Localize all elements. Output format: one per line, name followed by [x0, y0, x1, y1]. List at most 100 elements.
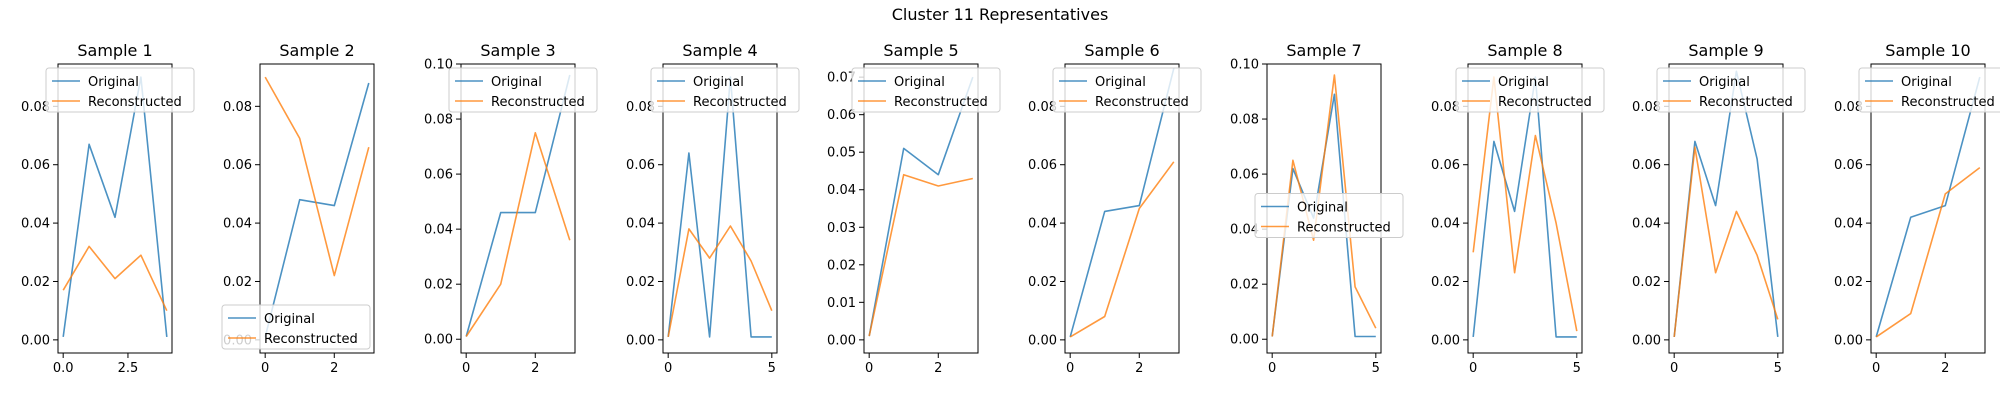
y-tick-label: 0.02 — [223, 275, 252, 290]
y-tick-label: 0.08 — [21, 100, 50, 115]
axes-frame — [1064, 63, 1180, 354]
y-tick-label: 0.08 — [626, 100, 655, 115]
subplot-2: Sample 20.000.020.040.060.0802OriginalRe… — [221, 41, 375, 376]
series-line-reconstructed — [264, 76, 370, 277]
subplot-title: Sample 7 — [1286, 41, 1361, 60]
subplot-10: Sample 10 0.00 0.02 0.04 0.06 0.08 0 2 Original R… — [1834, 41, 2000, 376]
legend-label-reconstructed: Reconstructed — [1297, 221, 1391, 236]
y-tick-label: 0.06 — [424, 168, 453, 183]
x-tick-label: 0 — [1268, 361, 1276, 376]
y-tick-label: 0.00 — [1028, 333, 1057, 348]
subplot-title: Sample 1 — [77, 41, 152, 60]
series-line-original — [1875, 76, 1981, 338]
y-tick-label: 0.00 — [827, 333, 856, 348]
y-tick-label: 0.06 — [626, 158, 655, 173]
legend-label-reconstructed: Reconstructed — [693, 95, 787, 110]
legend-label-original: Original — [693, 75, 744, 90]
legend-label-original: Original — [264, 312, 315, 327]
legend-label-original: Original — [491, 75, 542, 90]
series-line-reconstructed — [1271, 74, 1377, 337]
y-tick-label: 0.05 — [827, 146, 856, 161]
y-tick-label: 0.01 — [827, 296, 856, 311]
x-tick-label: 0 — [1469, 361, 1477, 376]
subplot-9: Sample 9 0.00 0.02 0.04 0.06 0.08 0 5 Original Re… — [1632, 41, 1806, 376]
series-line-original — [868, 76, 974, 337]
y-tick-label: 0.02 — [1431, 275, 1460, 290]
y-tick-label: 0.08 — [1028, 100, 1057, 115]
series-line-original — [1069, 68, 1175, 338]
axes-frame — [1467, 63, 1583, 354]
y-tick-label: 0.00 — [626, 333, 655, 348]
figure-title: Cluster 11 Representatives — [892, 5, 1109, 24]
subplot-title: Sample 6 — [1084, 41, 1159, 60]
series-line-original — [62, 76, 168, 338]
legend-label-reconstructed: Reconstructed — [894, 95, 988, 110]
x-tick-label: 0 — [462, 361, 470, 376]
legend: Original Reconstructed — [1052, 67, 1202, 113]
y-tick-label: 0.02 — [1632, 275, 1661, 290]
legend: Original Reconstructed — [448, 67, 598, 113]
subplot-7: Sample 7 0.00 0.02 0.04 0.06 0.08 0.10 0 5 Origin… — [1230, 41, 1404, 376]
y-tick-label: 0.08 — [1431, 100, 1460, 115]
legend: Original Reconstructed — [221, 304, 371, 350]
x-tick-label: 0 — [1066, 361, 1074, 376]
x-tick-label: 0 — [1670, 361, 1678, 376]
series-line-reconstructed — [62, 245, 168, 312]
y-tick-label: 0.10 — [424, 58, 453, 73]
legend-label-original: Original — [1699, 75, 1750, 90]
x-tick-label: 2.5 — [118, 361, 139, 376]
legend-label-original: Original — [894, 75, 945, 90]
subplot-title: Sample 5 — [883, 41, 958, 60]
y-tick-label: 0.00 — [1230, 333, 1259, 348]
x-tick-label: 0 — [261, 361, 269, 376]
y-tick-label: 0.08 — [1230, 113, 1259, 128]
y-tick-label: 0.06 — [21, 158, 50, 173]
subplot-title: Sample 3 — [480, 41, 555, 60]
y-tick-label: 0.08 — [1834, 100, 1863, 115]
y-tick-label: 0.10 — [1230, 58, 1259, 73]
x-tick-label: 0 — [1872, 361, 1880, 376]
series-line-reconstructed — [667, 225, 773, 338]
y-tick-label: 0.02 — [1834, 275, 1863, 290]
x-tick-label: 5 — [1372, 361, 1380, 376]
legend-box — [1052, 67, 1202, 113]
subplot-title: Sample 9 — [1688, 41, 1763, 60]
y-tick-label: 0.00 — [424, 333, 453, 348]
legend: Original Reconstructed — [45, 67, 195, 113]
legend-box — [851, 67, 1001, 113]
x-tick-label: 5 — [1573, 361, 1581, 376]
series-line-reconstructed — [1069, 161, 1175, 338]
legend-box — [221, 304, 371, 350]
y-tick-label: 0.02 — [1230, 278, 1259, 293]
legend-box — [45, 67, 195, 113]
subplot-title: Sample 8 — [1487, 41, 1562, 60]
y-tick-label: 0.04 — [223, 217, 252, 232]
y-tick-label: 0.04 — [626, 217, 655, 232]
y-tick-label: 0.06 — [827, 108, 856, 123]
y-tick-label: 0.02 — [827, 258, 856, 273]
x-tick-label: 2 — [1941, 361, 1949, 376]
legend-box — [650, 67, 800, 113]
axes-frame — [1870, 63, 1986, 354]
axes-frame — [460, 63, 576, 354]
legend: Original Reconstructed — [851, 67, 1001, 113]
y-tick-label: 0.04 — [1431, 217, 1460, 232]
y-tick-label: 0.04 — [1230, 223, 1259, 238]
legend-label-reconstructed: Reconstructed — [491, 95, 585, 110]
legend-label-reconstructed: Reconstructed — [264, 332, 358, 347]
subplot-title: Sample 4 — [682, 41, 757, 60]
legend-box — [1858, 67, 2000, 113]
subplot-1: Sample 1 0.00 0.02 0.04 0.06 0.08 0.0 2.5 Origin… — [21, 41, 195, 376]
y-tick-label: 0.06 — [1028, 158, 1057, 173]
y-tick-label: 0.00 — [1632, 333, 1661, 348]
axes-frame — [259, 63, 375, 354]
y-tick-label: 0.08 — [223, 100, 252, 115]
y-tick-label: 0.02 — [626, 275, 655, 290]
subplot-title: Sample 2 — [279, 41, 354, 60]
y-tick-label: 0.06 — [1431, 158, 1460, 173]
legend-box — [1656, 67, 1806, 113]
series-line-original — [465, 74, 571, 337]
legend: Original Reconstructed — [650, 67, 800, 113]
series-line-reconstructed — [868, 173, 973, 337]
y-tick-label: 0.06 — [1834, 158, 1863, 173]
